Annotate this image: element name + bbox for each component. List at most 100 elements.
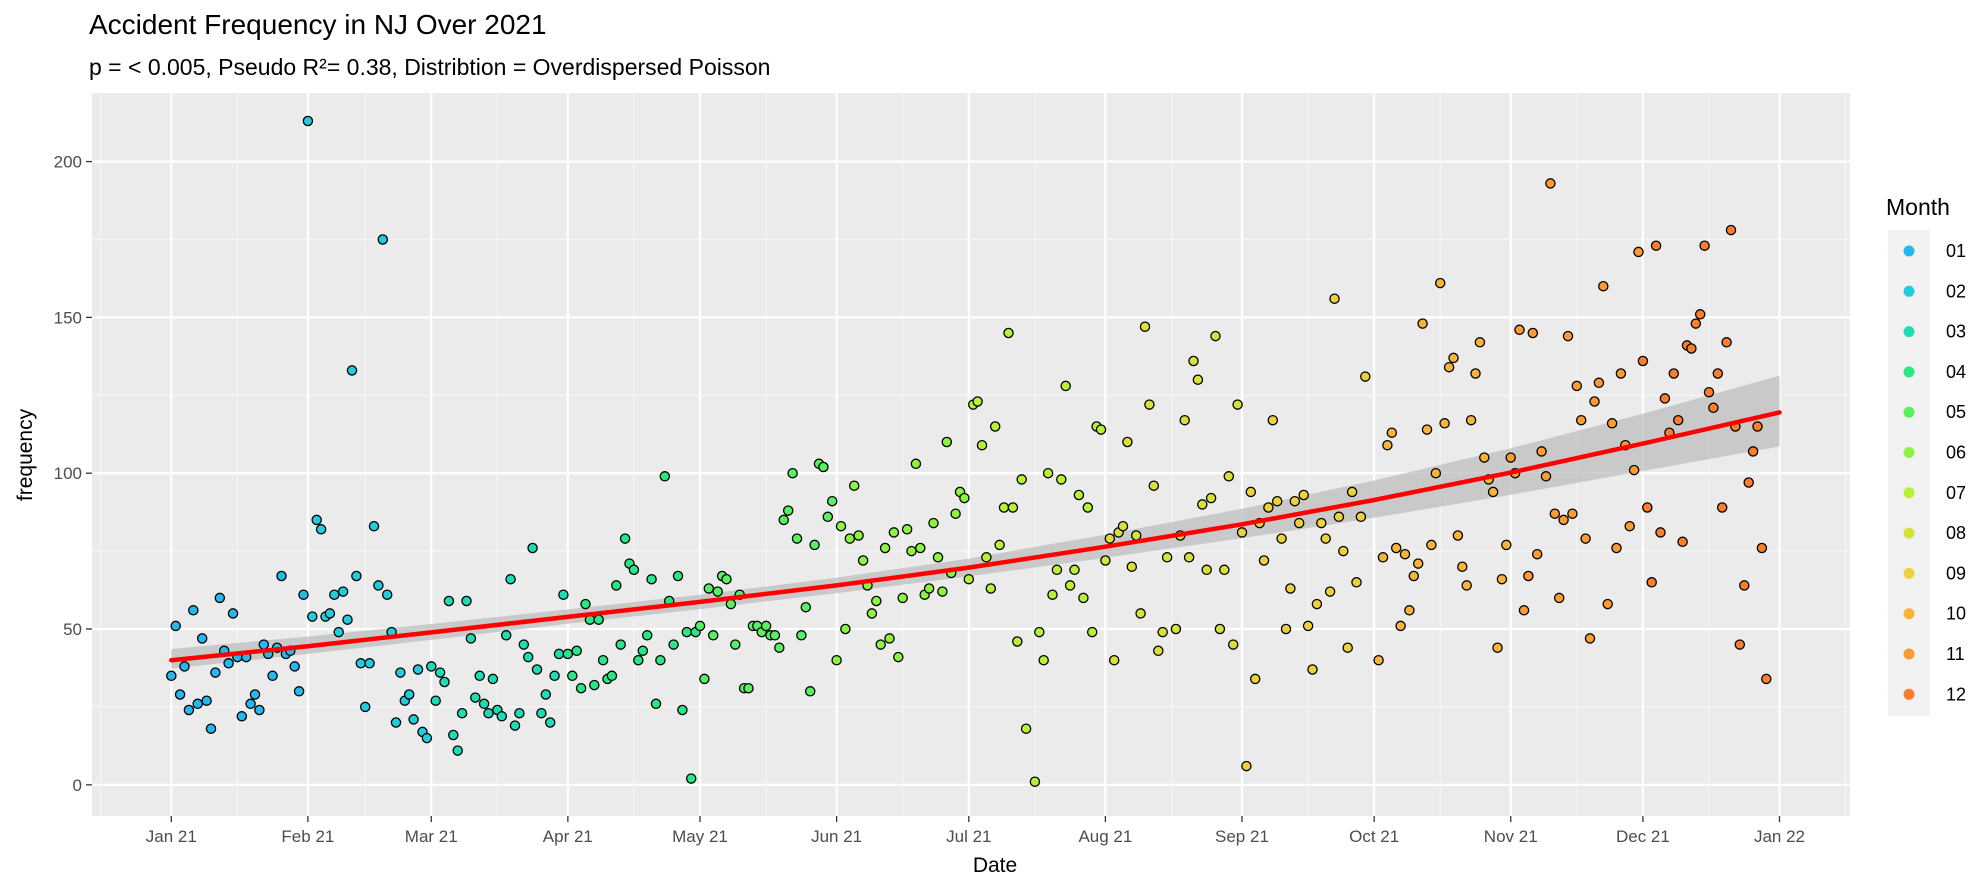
data-point [1646, 577, 1657, 588]
data-point [1073, 489, 1085, 501]
legend-label-08: 08 [1946, 523, 1966, 543]
data-point [329, 589, 340, 600]
data-point [804, 686, 816, 697]
legend-key-02 [1903, 285, 1915, 297]
data-point [170, 620, 181, 632]
data-point [522, 651, 534, 663]
data-point [1615, 368, 1627, 379]
data-point [258, 639, 270, 650]
data-point [606, 670, 618, 682]
data-point [403, 689, 415, 700]
data-point [1051, 564, 1063, 576]
data-point [1179, 414, 1190, 426]
data-point [1487, 486, 1499, 498]
data-point [1161, 552, 1173, 563]
data-point [1148, 480, 1160, 491]
data-point [1474, 337, 1486, 348]
data-point [1302, 620, 1314, 632]
x-tick-label: Jan 21 [146, 827, 197, 846]
data-point [205, 723, 217, 734]
data-point [540, 689, 552, 700]
legend-key-04 [1903, 366, 1915, 378]
data-point [628, 564, 640, 576]
data-point [381, 589, 393, 600]
confidence-band [171, 375, 1780, 669]
data-point [514, 707, 525, 719]
data-point [1580, 533, 1591, 544]
data-point [778, 514, 789, 526]
data-point [355, 658, 367, 669]
data-point [395, 667, 406, 678]
data-point [1069, 564, 1080, 576]
data-point [650, 698, 662, 710]
data-point [641, 630, 653, 641]
data-point [866, 608, 878, 619]
data-point [1373, 654, 1384, 666]
data-point [910, 458, 922, 470]
data-point [1360, 371, 1371, 382]
data-point [668, 639, 679, 650]
chart-subtitle: p = < 0.005, Pseudo R²= 0.38, Distribtio… [89, 54, 770, 80]
data-point [254, 704, 265, 716]
data-point [1377, 552, 1389, 563]
data-point [1016, 474, 1027, 485]
data-point [359, 701, 371, 713]
legend-label-12: 12 [1946, 684, 1966, 704]
data-point [337, 586, 349, 597]
data-point [937, 586, 948, 597]
data-point [1060, 380, 1071, 392]
data-point [1126, 561, 1138, 572]
data-point [210, 667, 221, 678]
data-point [1584, 633, 1596, 644]
data-point [800, 601, 812, 613]
data-point [1470, 368, 1481, 379]
data-point [166, 670, 177, 682]
data-point [1659, 393, 1671, 404]
data-point [1443, 361, 1455, 373]
data-point [1003, 327, 1014, 339]
data-point [474, 670, 485, 682]
data-point [1708, 402, 1719, 414]
data-point [408, 714, 419, 725]
data-point [959, 492, 970, 504]
data-point [923, 583, 935, 594]
legend-key-12 [1903, 688, 1915, 700]
data-point [950, 508, 961, 519]
data-point [236, 711, 248, 722]
data-point [694, 620, 706, 632]
data-point [1699, 240, 1710, 251]
data-point [1558, 514, 1569, 526]
data-point [196, 633, 208, 644]
data-point [483, 707, 494, 719]
data-point [1527, 327, 1539, 339]
data-point [835, 520, 847, 532]
data-point [1338, 545, 1349, 557]
data-point [1399, 548, 1411, 560]
data-point [888, 527, 900, 538]
data-point [619, 533, 631, 544]
data-point [769, 630, 781, 641]
data-point [1135, 608, 1146, 619]
data-point [589, 679, 600, 691]
data-point [192, 698, 203, 710]
data-point [174, 689, 186, 700]
data-point [791, 533, 803, 544]
data-point [725, 598, 737, 610]
data-point [1267, 414, 1279, 426]
data-point [549, 670, 560, 682]
data-point [1606, 418, 1618, 429]
data-point [465, 633, 477, 644]
data-point [390, 717, 402, 728]
data-point [289, 661, 300, 672]
x-tick-label: Dec 21 [1616, 827, 1670, 846]
data-point [611, 580, 622, 591]
legend-label-05: 05 [1946, 402, 1966, 422]
data-point [500, 630, 512, 641]
data-point [1227, 639, 1239, 650]
data-point [646, 573, 657, 585]
data-point [1346, 486, 1358, 498]
data-point [443, 595, 455, 607]
data-point [1034, 626, 1045, 638]
data-point [1232, 399, 1243, 410]
data-point [699, 673, 710, 685]
